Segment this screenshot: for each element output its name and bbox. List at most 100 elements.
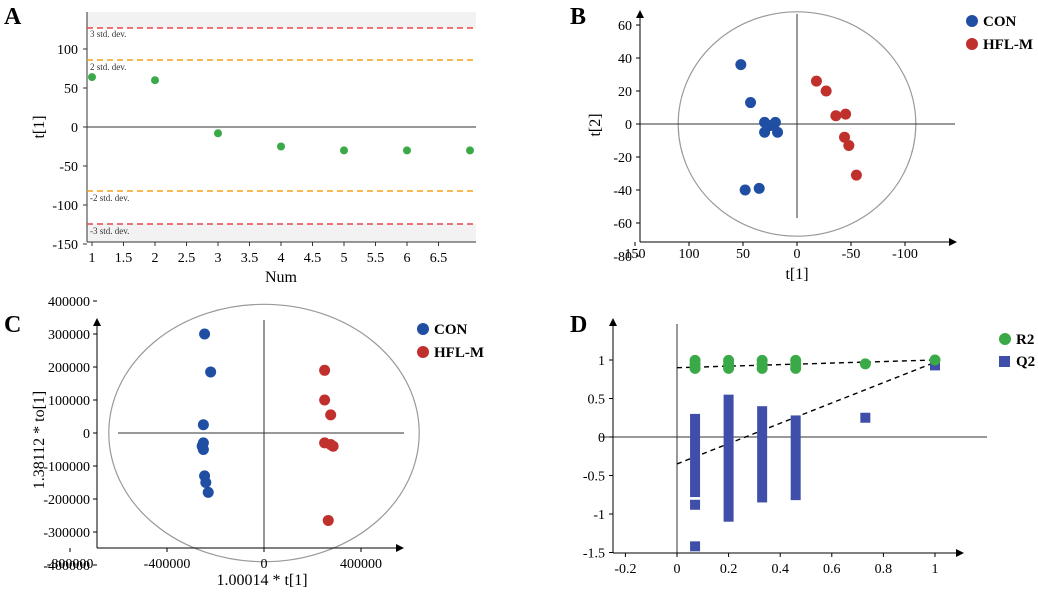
panel-c-legend: CON HFL-M	[417, 322, 484, 361]
panel-a-ylabel: t[1]	[31, 115, 48, 138]
q2-permutation-bar	[790, 415, 801, 501]
y-tick-label: -20	[613, 151, 632, 166]
y-tick-label: 100	[57, 43, 78, 58]
panel-d-points	[689, 354, 941, 552]
y-tick-label: -400000	[43, 559, 90, 574]
hfl-m-point	[840, 108, 852, 120]
panel-d-letter: D	[570, 312, 587, 338]
panel-a: A 3 std. dev. 2 std. dev. -2 std. dev. -…	[4, 4, 476, 286]
x-tick-label: -0.2	[614, 562, 636, 577]
panel-d: D -0.2 0 0.2 0.4 0.6 0.8 1 -1.5 -1 -0.5 0 0.5 1 R2 Q…	[570, 312, 1035, 577]
y-axis-arrow	[93, 318, 101, 326]
y-tick-label: 60	[618, 19, 632, 34]
x-axis-arrow	[956, 549, 964, 557]
panel-c-points	[196, 328, 339, 526]
legend-r2-label: R2	[1016, 332, 1034, 348]
r2-point	[689, 362, 701, 374]
x-tick-label: 6	[404, 251, 411, 266]
y-tick-label: 1	[598, 354, 605, 369]
x-tick-label: 5.5	[367, 251, 385, 266]
data-point	[340, 146, 348, 155]
y-tick-label: 20	[618, 85, 632, 100]
y-tick-label: 400000	[48, 295, 90, 310]
x-axis-arrow	[396, 544, 404, 552]
panel-b-letter: B	[570, 4, 586, 30]
x-tick-label: 2	[152, 251, 159, 266]
x-tick-label: 0	[261, 557, 268, 572]
panel-b-ticks: 150 100 50 0 -50 -100 -80 -60 -40 -20 0 20 40 60	[613, 19, 918, 265]
x-tick-label: 0.4	[771, 562, 789, 577]
con-point	[205, 366, 217, 378]
x-tick-label: 3.5	[241, 251, 259, 266]
data-point	[88, 73, 96, 82]
x-tick-label: 3	[215, 251, 222, 266]
x-tick-label: 5	[341, 251, 348, 266]
legend-con-marker	[966, 15, 978, 27]
con-point	[202, 486, 214, 498]
y-tick-label: -60	[613, 217, 632, 232]
data-point	[403, 146, 411, 155]
panel-d-ticks: -0.2 0 0.2 0.4 0.6 0.8 1 -1.5 -1 -0.5 0 0.5 1	[583, 354, 939, 577]
y-tick-label: 100000	[48, 394, 90, 409]
con-point	[772, 126, 784, 138]
hfl-m-point	[820, 85, 832, 97]
y-tick-label: 0.5	[588, 393, 606, 408]
hfl-m-point	[319, 364, 331, 376]
y-tick-label: -0.5	[583, 470, 605, 485]
ref-label-minus2: -2 std. dev.	[90, 193, 129, 203]
y-tick-label: -80	[613, 250, 632, 265]
con-point	[739, 184, 751, 196]
y-tick-label: 50	[64, 82, 78, 97]
y-tick-label: -1	[593, 508, 605, 523]
x-tick-label: 400000	[340, 557, 382, 572]
y-tick-label: -1.5	[583, 547, 605, 562]
con-point	[196, 440, 208, 452]
y-tick-label: -100	[52, 199, 78, 214]
x-tick-label: 100	[679, 247, 700, 262]
con-point	[200, 477, 212, 488]
ref-label-minus3: -3 std. dev.	[90, 226, 129, 236]
panel-a-points	[88, 73, 474, 155]
y-tick-label: 0	[598, 431, 605, 446]
hfl-m-point	[850, 169, 862, 181]
panel-c-axes	[93, 303, 420, 563]
q2-point	[860, 412, 871, 423]
y-tick-label: 0	[83, 427, 90, 442]
data-point	[277, 142, 285, 151]
y-tick-label: -50	[59, 160, 78, 175]
x-tick-label: -50	[842, 247, 861, 262]
panel-b-points	[735, 59, 862, 196]
r2-point	[790, 362, 802, 374]
con-point	[759, 126, 771, 138]
legend-r2-marker	[999, 333, 1011, 345]
x-tick-label: 2.5	[178, 251, 196, 266]
ref-label-plus3: 3 std. dev.	[90, 29, 126, 39]
x-tick-label: 0.6	[823, 562, 841, 577]
con-point	[745, 97, 757, 109]
ref-label-plus2: 2 std. dev.	[90, 62, 126, 72]
x-tick-label: -400000	[144, 557, 191, 572]
x-tick-label: 0	[674, 562, 681, 577]
y-tick-label: -200000	[43, 493, 90, 508]
panel-d-legend: R2 Q2	[999, 332, 1035, 370]
y-tick-label: 0	[71, 121, 78, 136]
x-tick-label: -800000	[47, 557, 94, 572]
panel-c-ticks: -800000-4000000400000-500000-400000-3000…	[43, 295, 382, 574]
r2-point	[929, 354, 941, 366]
legend-q2-marker	[999, 356, 1010, 367]
y-tick-label: -40	[613, 184, 632, 199]
y-tick-label: 300000	[48, 328, 90, 343]
x-tick-label: 1	[89, 251, 96, 266]
legend-con-label: CON	[434, 322, 468, 338]
con-point	[769, 116, 781, 128]
x-tick-label: 0.8	[875, 562, 893, 577]
hfl-m-point	[319, 394, 331, 406]
q2-regression-line	[676, 361, 936, 465]
y-tick-label: 40	[618, 52, 632, 67]
panel-a-letter: A	[4, 4, 22, 30]
q2-permutation-bar	[757, 406, 768, 503]
panel-a-ticks: 1 1.5 2 2.5 3 3.5 4 4.5 5 5.5 6 6.5 -150 -100 -50 0 50 10…	[52, 43, 447, 266]
legend-con-marker	[417, 323, 429, 335]
con-point	[199, 328, 211, 340]
